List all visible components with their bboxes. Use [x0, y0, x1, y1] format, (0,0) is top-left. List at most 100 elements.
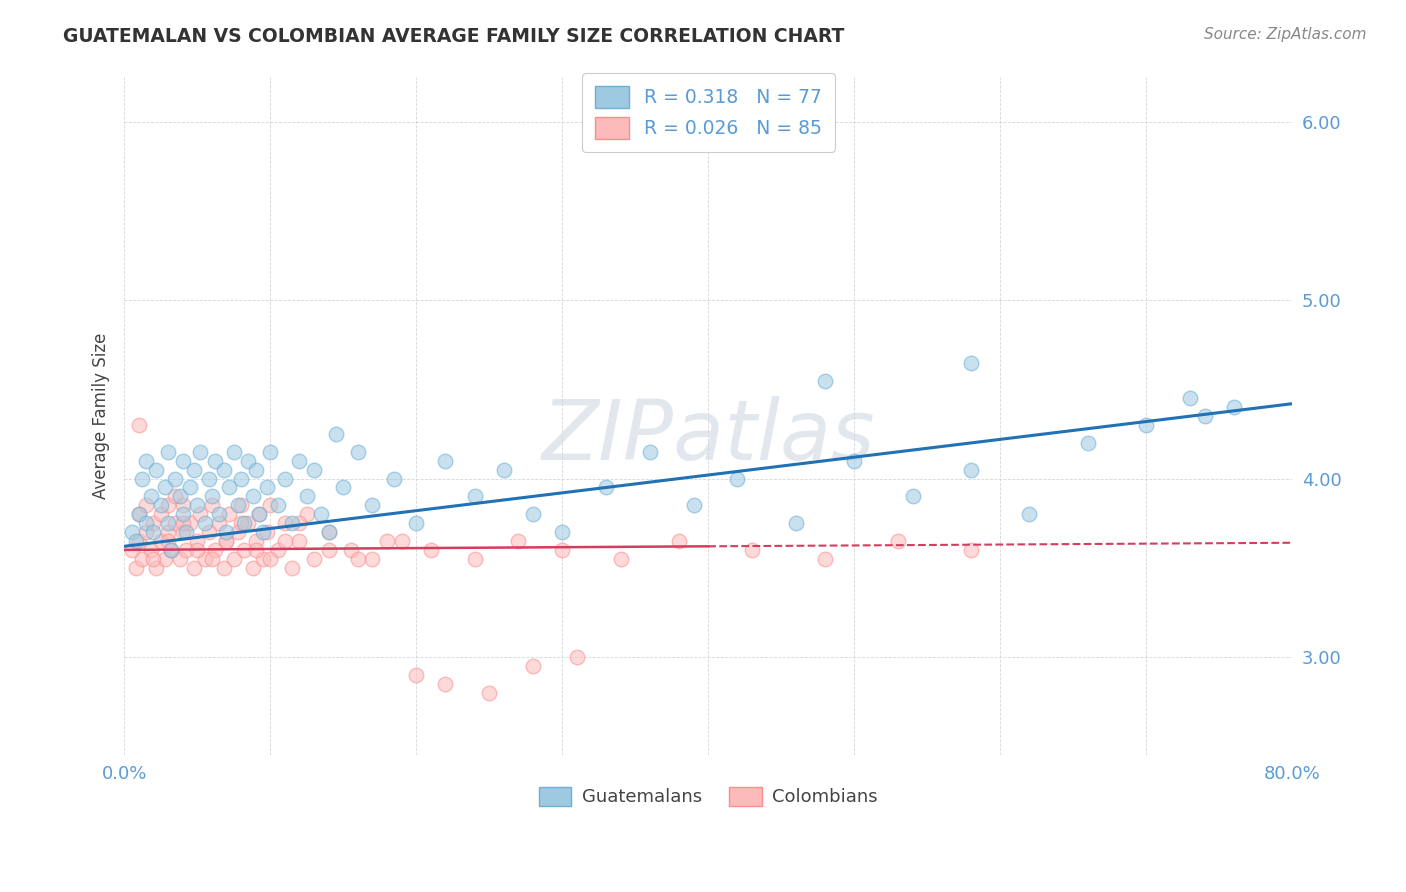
Point	[242, 560, 264, 574]
Point	[179, 516, 201, 530]
Point	[229, 498, 252, 512]
Point	[266, 498, 288, 512]
Point	[125, 560, 148, 574]
Point	[157, 498, 180, 512]
Point	[295, 507, 318, 521]
Point	[131, 551, 153, 566]
Point	[347, 445, 370, 459]
Point	[266, 542, 288, 557]
Point	[419, 542, 441, 557]
Text: GUATEMALAN VS COLOMBIAN AVERAGE FAMILY SIZE CORRELATION CHART: GUATEMALAN VS COLOMBIAN AVERAGE FAMILY S…	[63, 27, 845, 45]
Point	[186, 533, 208, 548]
Point	[332, 481, 354, 495]
Point	[682, 498, 704, 512]
Point	[212, 560, 235, 574]
Point	[295, 489, 318, 503]
Point	[638, 445, 661, 459]
Point	[1223, 401, 1246, 415]
Point	[311, 507, 333, 521]
Point	[165, 516, 187, 530]
Point	[172, 507, 194, 521]
Point	[149, 507, 172, 521]
Point	[252, 524, 274, 539]
Point	[139, 542, 162, 557]
Point	[405, 516, 427, 530]
Point	[901, 489, 924, 503]
Point	[434, 454, 457, 468]
Point	[274, 516, 297, 530]
Point	[183, 560, 205, 574]
Point	[157, 533, 180, 548]
Point	[215, 533, 238, 548]
Point	[281, 516, 304, 530]
Y-axis label: Average Family Size: Average Family Size	[93, 333, 110, 500]
Point	[201, 489, 224, 503]
Point	[149, 533, 172, 548]
Point	[434, 676, 457, 690]
Point	[741, 542, 763, 557]
Point	[259, 551, 281, 566]
Point	[478, 685, 501, 699]
Point	[1018, 507, 1040, 521]
Point	[204, 542, 226, 557]
Point	[142, 524, 165, 539]
Point	[125, 533, 148, 548]
Point	[508, 533, 530, 548]
Point	[785, 516, 807, 530]
Point	[727, 472, 749, 486]
Point	[318, 524, 340, 539]
Point	[121, 524, 143, 539]
Point	[382, 472, 405, 486]
Point	[128, 507, 150, 521]
Point	[201, 551, 224, 566]
Point	[887, 533, 910, 548]
Point	[238, 454, 260, 468]
Point	[281, 560, 304, 574]
Point	[960, 356, 983, 370]
Point	[172, 524, 194, 539]
Point	[198, 472, 221, 486]
Point	[145, 560, 167, 574]
Point	[157, 445, 180, 459]
Point	[186, 498, 208, 512]
Point	[172, 454, 194, 468]
Point	[157, 516, 180, 530]
Point	[215, 524, 238, 539]
Point	[172, 516, 194, 530]
Point	[302, 551, 325, 566]
Point	[1194, 409, 1216, 424]
Point	[347, 551, 370, 566]
Point	[222, 551, 245, 566]
Point	[135, 498, 157, 512]
Point	[302, 463, 325, 477]
Point	[339, 542, 361, 557]
Point	[668, 533, 690, 548]
Point	[259, 445, 281, 459]
Point	[325, 427, 347, 442]
Point	[193, 516, 215, 530]
Point	[960, 542, 983, 557]
Point	[245, 542, 267, 557]
Point	[226, 524, 249, 539]
Point	[128, 533, 150, 548]
Point	[274, 472, 297, 486]
Point	[551, 524, 574, 539]
Point	[157, 524, 180, 539]
Point	[139, 489, 162, 503]
Point	[375, 533, 398, 548]
Point	[565, 649, 588, 664]
Point	[522, 507, 544, 521]
Point	[814, 551, 837, 566]
Point	[218, 481, 240, 495]
Point	[247, 507, 270, 521]
Point	[256, 524, 278, 539]
Point	[361, 551, 384, 566]
Point	[960, 463, 983, 477]
Point	[1135, 418, 1157, 433]
Text: Source: ZipAtlas.com: Source: ZipAtlas.com	[1204, 27, 1367, 42]
Point	[464, 551, 486, 566]
Point	[160, 542, 183, 557]
Point	[186, 542, 208, 557]
Point	[551, 542, 574, 557]
Point	[153, 551, 176, 566]
